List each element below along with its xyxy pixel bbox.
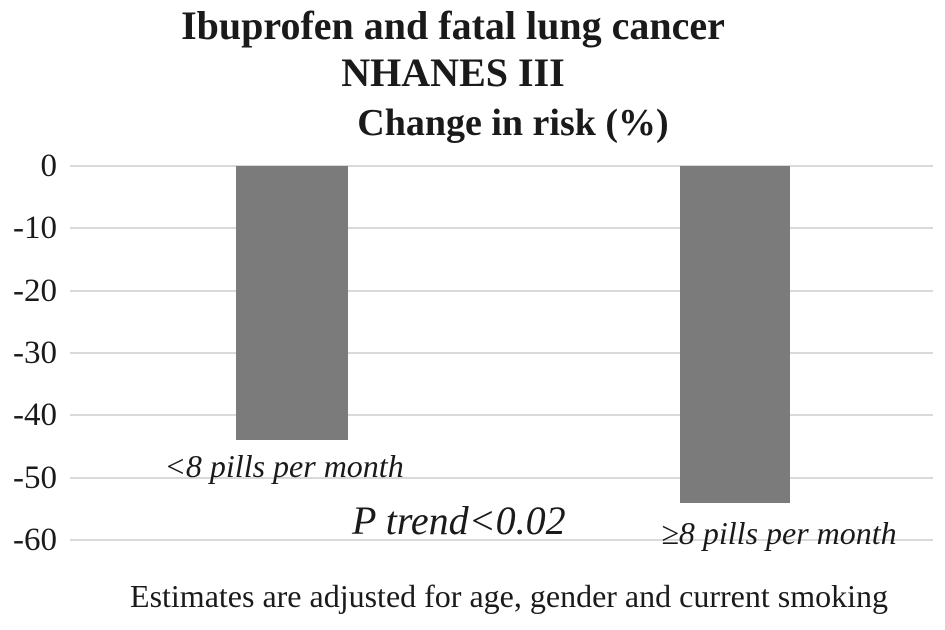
chart-title-line-1: Ibuprofen and fatal lung cancer [181, 3, 725, 48]
gridline [70, 289, 933, 292]
y-tick-label: -10 [13, 210, 57, 247]
y-tick-label: -60 [13, 522, 57, 558]
y-axis-title: Change in risk (%) [357, 102, 669, 144]
gridline [70, 352, 933, 354]
chart-title: Ibuprofen and fatal lung cancer NHANES I… [181, 2, 725, 96]
gridline [70, 476, 933, 479]
bar-1 [680, 166, 790, 503]
gridline [70, 414, 933, 417]
gridline [70, 165, 933, 167]
gridline [70, 227, 933, 230]
y-tick-label: -30 [13, 335, 57, 371]
bar-0 [236, 166, 348, 441]
y-tick-label: -40 [13, 397, 57, 434]
gridline [70, 539, 933, 541]
chart-title-line-2: NHANES III [341, 50, 565, 95]
category-label-0: <8 pills per month [164, 448, 404, 485]
y-tick-label: 0 [40, 148, 58, 184]
y-tick-label: -20 [13, 272, 57, 309]
footnote: Estimates are adjusted for age, gender a… [130, 578, 888, 614]
y-tick-label: -50 [13, 459, 57, 496]
p-trend-annotation: P trend<0.02 [352, 498, 566, 543]
category-label-1: ≥8 pills per month [661, 514, 897, 551]
